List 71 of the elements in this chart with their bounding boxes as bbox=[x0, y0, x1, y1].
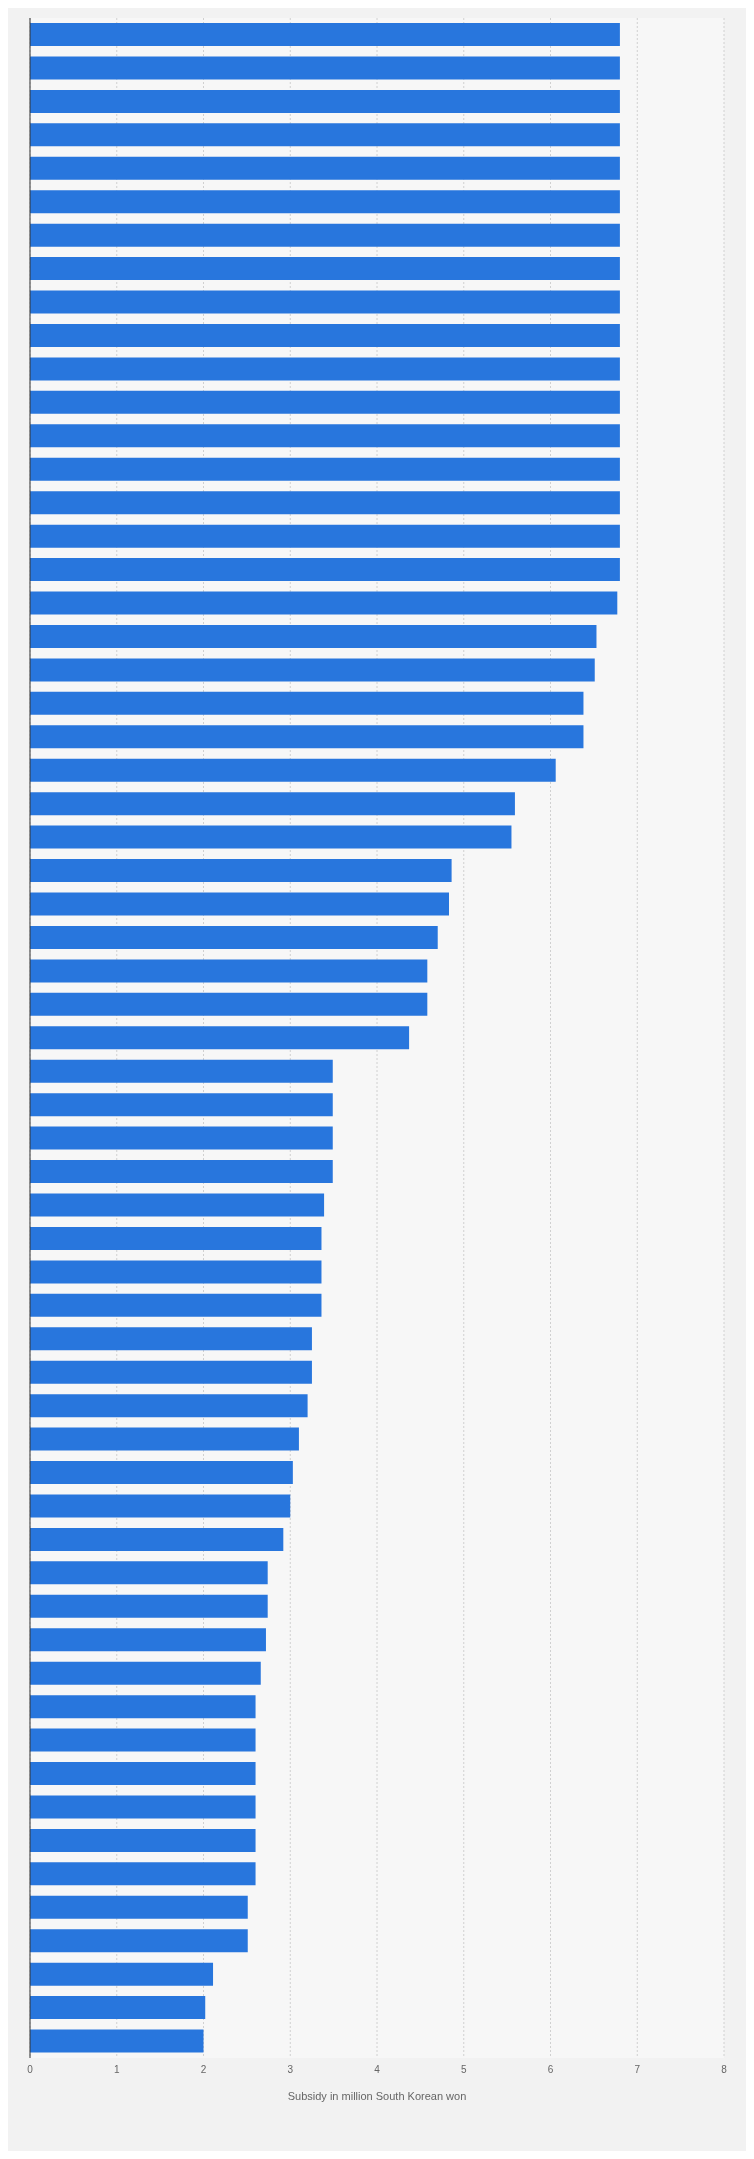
bar bbox=[30, 1795, 256, 1819]
bar bbox=[30, 257, 620, 281]
bar bbox=[30, 190, 620, 214]
bar bbox=[30, 1394, 308, 1418]
x-tick-label: 1 bbox=[113, 2064, 120, 2076]
bar bbox=[30, 390, 620, 414]
x-axis-title: Subsidy in million South Korean won bbox=[287, 2090, 467, 2102]
x-tick-label: 3 bbox=[287, 2064, 294, 2076]
bar bbox=[30, 1762, 256, 1786]
bar bbox=[30, 1561, 268, 1585]
bar bbox=[30, 1026, 410, 1050]
bar bbox=[30, 1962, 214, 1986]
bar bbox=[30, 691, 584, 715]
bar bbox=[30, 825, 512, 849]
bar bbox=[30, 1828, 256, 1852]
x-tick-label: 2 bbox=[200, 2064, 207, 2076]
bar bbox=[30, 2029, 204, 2053]
bar bbox=[30, 959, 428, 983]
bar bbox=[30, 725, 584, 749]
bar bbox=[30, 1461, 293, 1485]
bar bbox=[30, 558, 620, 582]
bar bbox=[30, 1494, 291, 1518]
bar bbox=[30, 1695, 256, 1719]
bar bbox=[30, 290, 620, 314]
bar bbox=[30, 1293, 322, 1317]
bar bbox=[30, 1862, 256, 1886]
x-tick-label: 8 bbox=[721, 2064, 728, 2076]
bar bbox=[30, 1093, 333, 1117]
bar bbox=[30, 1628, 266, 1652]
bar bbox=[30, 1226, 322, 1250]
bar bbox=[30, 1327, 312, 1351]
bar bbox=[30, 1193, 325, 1217]
bar bbox=[30, 524, 620, 548]
bar bbox=[30, 1661, 261, 1685]
bar bbox=[30, 89, 620, 113]
bar bbox=[30, 357, 620, 381]
x-tick-label: 6 bbox=[547, 2064, 554, 2076]
bar bbox=[30, 457, 620, 481]
bar bbox=[30, 925, 438, 949]
bar bbox=[30, 1260, 322, 1284]
bar bbox=[30, 1594, 268, 1618]
bar bbox=[30, 156, 620, 180]
bar bbox=[30, 1895, 248, 1919]
bar bbox=[30, 1728, 256, 1752]
x-tick-label: 0 bbox=[27, 2064, 34, 2076]
bar bbox=[30, 1360, 312, 1384]
bar bbox=[30, 658, 595, 682]
bar bbox=[30, 23, 620, 46]
bar bbox=[30, 758, 556, 782]
bar bbox=[30, 56, 620, 80]
bar bbox=[30, 491, 620, 515]
bar bbox=[30, 1929, 248, 1953]
bar bbox=[30, 1996, 206, 2020]
bar bbox=[30, 859, 452, 883]
bar bbox=[30, 591, 618, 615]
x-tick-label: 4 bbox=[374, 2064, 381, 2076]
bar bbox=[30, 1527, 284, 1551]
bar bbox=[30, 323, 620, 347]
bar bbox=[30, 223, 620, 247]
bar bbox=[30, 424, 620, 448]
bar bbox=[30, 1059, 333, 1083]
bar bbox=[30, 1427, 299, 1451]
bar bbox=[30, 624, 597, 648]
x-tick-label: 7 bbox=[634, 2064, 641, 2076]
x-tick-label: 5 bbox=[460, 2064, 467, 2076]
bar bbox=[30, 792, 515, 816]
bar bbox=[30, 992, 428, 1016]
bar bbox=[30, 892, 449, 916]
bar bbox=[30, 1160, 333, 1184]
bar bbox=[30, 1126, 333, 1150]
bar bbox=[30, 123, 620, 147]
